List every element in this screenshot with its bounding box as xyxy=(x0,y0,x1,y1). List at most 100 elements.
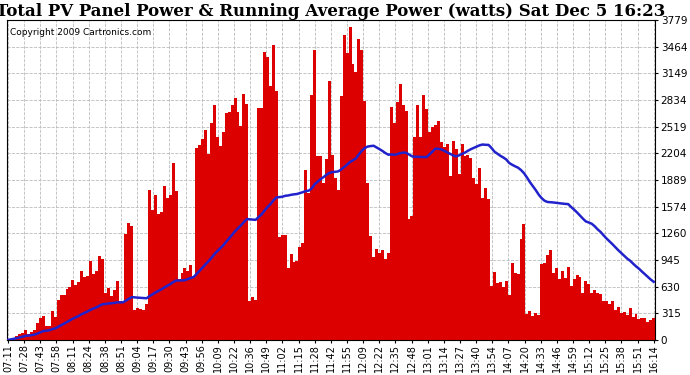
Bar xyxy=(193,278,195,340)
Bar xyxy=(295,261,299,340)
Bar xyxy=(107,288,110,340)
Bar xyxy=(313,50,316,340)
Bar xyxy=(375,249,378,340)
Bar xyxy=(210,123,213,340)
Bar xyxy=(582,292,584,340)
Bar xyxy=(116,281,119,340)
Bar xyxy=(452,141,455,340)
Bar xyxy=(517,274,520,340)
Bar xyxy=(399,84,402,340)
Bar xyxy=(555,268,558,340)
Bar xyxy=(466,156,469,340)
Bar xyxy=(328,81,331,340)
Bar xyxy=(573,279,575,340)
Bar xyxy=(104,293,107,340)
Bar xyxy=(237,112,239,340)
Bar xyxy=(561,272,564,340)
Bar xyxy=(355,72,357,340)
Bar xyxy=(248,301,251,340)
Bar xyxy=(110,296,112,340)
Bar xyxy=(133,310,137,340)
Bar xyxy=(584,281,587,340)
Bar xyxy=(334,178,337,340)
Bar xyxy=(251,297,254,340)
Bar xyxy=(538,315,540,340)
Bar xyxy=(484,188,487,340)
Bar xyxy=(513,273,517,340)
Bar xyxy=(175,191,177,340)
Bar xyxy=(605,300,608,340)
Bar xyxy=(623,312,626,340)
Bar xyxy=(620,313,623,340)
Bar xyxy=(207,154,210,340)
Bar xyxy=(225,113,228,340)
Bar xyxy=(54,316,57,340)
Bar xyxy=(652,318,656,340)
Bar xyxy=(440,142,443,340)
Bar xyxy=(643,318,647,340)
Bar xyxy=(534,313,538,340)
Bar xyxy=(89,261,92,340)
Bar xyxy=(411,216,413,340)
Bar xyxy=(42,316,45,340)
Bar xyxy=(540,264,543,340)
Bar xyxy=(455,149,457,340)
Bar xyxy=(148,190,151,340)
Bar xyxy=(157,214,160,340)
Bar xyxy=(402,105,404,340)
Bar xyxy=(213,105,216,340)
Bar xyxy=(10,339,12,340)
Bar xyxy=(325,159,328,340)
Bar xyxy=(481,198,484,340)
Bar xyxy=(393,123,396,340)
Bar xyxy=(216,136,219,340)
Bar xyxy=(346,53,348,340)
Bar xyxy=(72,280,75,340)
Bar xyxy=(508,295,511,340)
Bar xyxy=(75,285,77,340)
Bar xyxy=(286,268,290,340)
Bar xyxy=(51,312,54,340)
Bar xyxy=(626,315,629,340)
Bar xyxy=(281,235,284,340)
Bar xyxy=(177,279,181,340)
Bar xyxy=(434,125,437,340)
Bar xyxy=(384,258,387,340)
Bar xyxy=(184,268,186,340)
Bar xyxy=(307,193,310,340)
Bar xyxy=(77,282,80,340)
Bar xyxy=(425,108,428,340)
Bar xyxy=(549,250,552,340)
Bar xyxy=(119,301,121,340)
Bar xyxy=(469,158,473,340)
Bar xyxy=(92,274,95,340)
Bar xyxy=(422,95,425,340)
Bar xyxy=(299,247,302,340)
Bar xyxy=(257,108,260,340)
Bar xyxy=(272,45,275,340)
Bar xyxy=(189,265,193,340)
Bar xyxy=(614,310,617,340)
Bar xyxy=(142,310,145,340)
Bar xyxy=(360,50,364,340)
Bar xyxy=(464,156,466,340)
Bar xyxy=(172,164,175,340)
Bar xyxy=(322,183,325,340)
Bar xyxy=(408,219,411,340)
Bar xyxy=(457,174,461,340)
Bar xyxy=(339,96,343,340)
Bar xyxy=(369,236,372,340)
Bar xyxy=(596,293,599,340)
Bar xyxy=(316,156,319,340)
Bar xyxy=(387,254,390,340)
Bar xyxy=(520,239,522,340)
Bar xyxy=(275,91,278,340)
Bar xyxy=(529,310,531,340)
Bar xyxy=(546,255,549,340)
Bar xyxy=(30,332,33,340)
Bar xyxy=(83,277,86,340)
Bar xyxy=(151,210,154,340)
Bar xyxy=(169,195,172,340)
Bar xyxy=(649,320,652,340)
Bar xyxy=(461,144,464,340)
